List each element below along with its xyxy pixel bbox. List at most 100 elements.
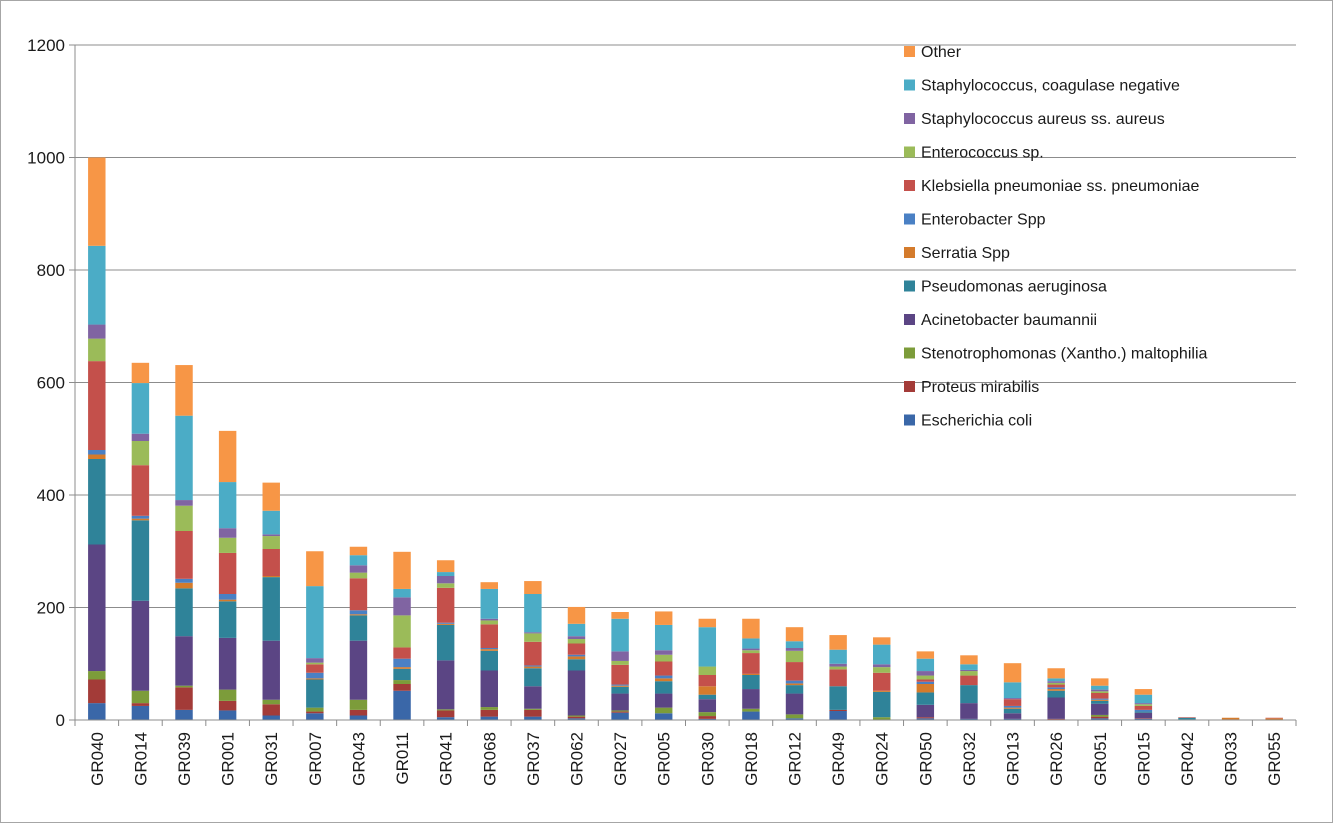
legend-item: Pseudomonas aeruginosa <box>904 279 1107 296</box>
bar-segment <box>306 713 324 720</box>
bar-segment <box>916 671 935 676</box>
y-tick-label: 1200 <box>27 36 65 55</box>
x-tick-label: GR015 <box>1134 732 1153 786</box>
bar-segment <box>916 718 935 720</box>
legend-item: Escherichia coli <box>904 413 1032 430</box>
bar-segment <box>1091 678 1109 686</box>
bar-segment <box>1047 684 1065 688</box>
bar-segment <box>393 690 411 720</box>
bar-segment <box>611 651 629 661</box>
x-tick-label: GR043 <box>349 732 368 786</box>
bar-segment <box>262 482 280 511</box>
bar-segment <box>785 627 804 642</box>
bar-segment <box>698 716 717 719</box>
bar-segment <box>218 594 237 600</box>
bar-segment <box>611 684 629 686</box>
bar-segment <box>480 588 498 619</box>
bar-segment <box>1091 691 1109 693</box>
bar-segment <box>262 640 280 700</box>
x-tick-label: GR005 <box>655 732 674 786</box>
bar-segment <box>436 583 455 588</box>
bar-segment <box>1091 714 1109 717</box>
bar-segment <box>742 689 760 709</box>
gridlines <box>75 44 1296 608</box>
bar-segment <box>567 606 586 624</box>
bar-segment <box>654 661 673 676</box>
bar-segment <box>654 693 673 708</box>
bar-segment <box>829 711 847 720</box>
x-tick-label: GR012 <box>786 732 805 786</box>
x-tick-label: GR068 <box>480 732 499 786</box>
bar-segment <box>785 714 804 719</box>
bar-segment <box>916 679 935 682</box>
bar-segment <box>785 693 804 715</box>
bar-segment <box>1134 689 1153 695</box>
bar-segment <box>654 678 673 682</box>
bar-segment <box>698 694 717 700</box>
bar-segment <box>873 667 891 673</box>
bar-segment <box>262 576 280 578</box>
bar-segment <box>829 709 847 711</box>
bar-segment <box>175 365 193 416</box>
bar-segment <box>306 672 324 679</box>
bar-segment <box>960 718 978 720</box>
bar-segment <box>742 673 760 675</box>
bar-segment <box>916 704 935 718</box>
bar-segment <box>175 588 193 637</box>
legend-item: Acinetobacter baumannii <box>904 312 1097 329</box>
x-tick-label: GR026 <box>1047 732 1066 786</box>
bar-segment <box>218 599 237 602</box>
bar-segment <box>1134 704 1153 706</box>
bar-segment <box>480 670 498 708</box>
legend-swatch <box>904 280 915 292</box>
bar-segment <box>1134 718 1153 720</box>
bar-segment <box>1134 712 1153 719</box>
bar-segment <box>1265 718 1283 720</box>
legend-label: Other <box>921 44 962 61</box>
bar-segment <box>873 691 891 718</box>
legend-swatch <box>904 146 915 158</box>
bar-segment <box>960 685 978 704</box>
bar-segment <box>1003 698 1022 700</box>
bar-segment <box>218 601 237 638</box>
bar-segment <box>436 660 455 710</box>
y-tick-label: 400 <box>37 486 65 505</box>
bar-segment <box>1091 689 1109 692</box>
bar-segment <box>262 534 280 537</box>
bar-segment <box>785 650 804 663</box>
legend-item: Proteus mirabilis <box>904 379 1039 396</box>
bar-segment <box>218 637 237 690</box>
legend-swatch <box>904 79 915 91</box>
legend-label: Enterococcus sp. <box>921 145 1044 162</box>
bar-segment <box>742 648 760 651</box>
bar-segment <box>131 362 150 384</box>
bar-segment <box>654 624 673 651</box>
bar-segment <box>393 588 411 598</box>
bar-segment <box>218 528 237 538</box>
bar-segment <box>829 666 847 670</box>
bar-segment <box>829 635 847 650</box>
bar-segment <box>567 718 586 720</box>
bar-segment <box>1134 709 1153 712</box>
bar-segment <box>88 454 106 459</box>
bar-segment <box>829 686 847 710</box>
bar-segment <box>349 555 368 566</box>
bar-segment <box>1003 705 1022 708</box>
bar-segment <box>1091 693 1109 699</box>
bar-segment <box>785 683 804 686</box>
bar-segment <box>698 718 717 720</box>
bar-segment <box>306 679 324 708</box>
legend-swatch <box>904 414 915 426</box>
bar-segment <box>873 644 891 665</box>
bar-segment <box>916 681 935 684</box>
bar-segment <box>1265 717 1283 719</box>
bar-segment <box>131 518 150 521</box>
x-tick-label: GR001 <box>219 732 238 786</box>
bar-segment <box>436 572 455 576</box>
bar-segment <box>1003 663 1022 683</box>
bar-segment <box>218 430 237 483</box>
bar-segment <box>306 664 324 673</box>
bar-segment <box>742 638 760 649</box>
